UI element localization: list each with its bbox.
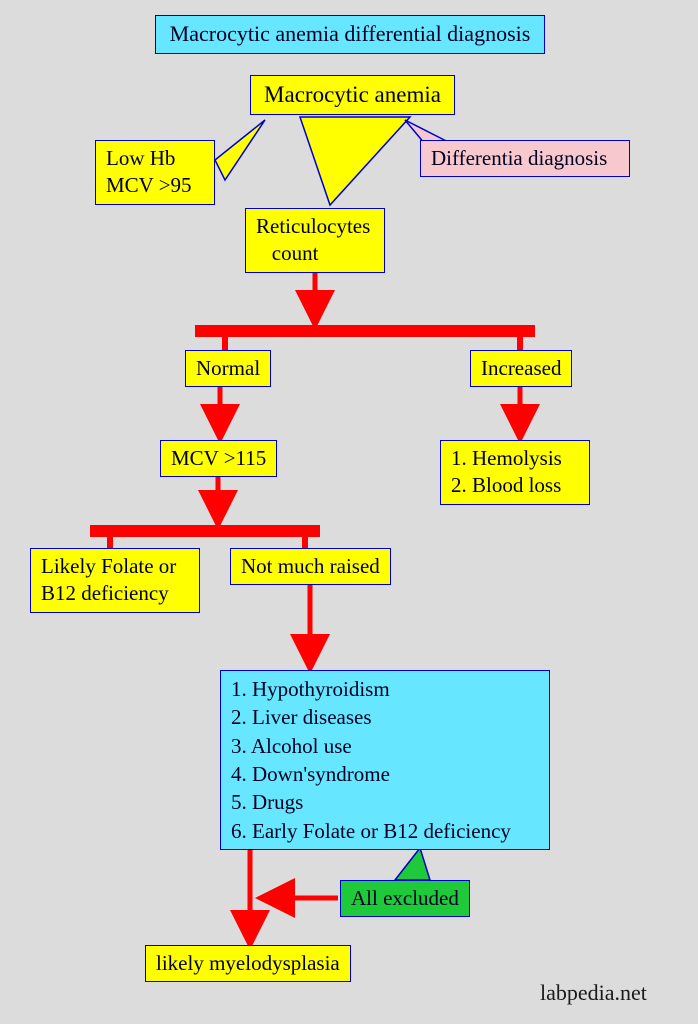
title-box: Macrocytic anemia differential diagnosis — [155, 15, 545, 54]
node-causes-list: 1. Hypothyroidism 2. Liver diseases 3. A… — [220, 670, 550, 850]
node-increased: Increased — [470, 350, 572, 387]
node-not-much-raised: Not much raised — [230, 548, 391, 585]
watermark-text: labpedia.net — [540, 980, 647, 1006]
node-normal: Normal — [185, 350, 271, 387]
node-hemolysis-bloodloss: 1. Hemolysis 2. Blood loss — [440, 440, 590, 505]
node-myelodysplasia: likely myelodysplasia — [145, 945, 351, 982]
node-differential-diagnosis: Differentia diagnosis — [420, 140, 630, 177]
node-reticulocytes-count: Reticulocytes count — [245, 208, 385, 273]
node-macrocytic-anemia: Macrocytic anemia — [250, 75, 455, 115]
node-all-excluded: All excluded — [340, 880, 470, 917]
node-folate-b12-deficiency: Likely Folate or B12 deficiency — [30, 548, 200, 613]
node-mcv-115: MCV >115 — [160, 440, 277, 477]
node-low-hb-mcv95: Low Hb MCV >95 — [95, 140, 215, 205]
